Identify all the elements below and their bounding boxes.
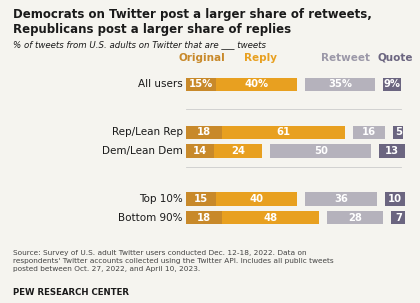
Text: Reply: Reply [244,53,278,63]
Text: 28: 28 [348,213,362,223]
Text: Republicans post a larger share of replies: Republicans post a larger share of repli… [13,23,291,36]
Text: 10: 10 [388,194,402,204]
Text: 48: 48 [263,213,278,223]
Bar [327,211,383,224]
Bar [214,144,262,158]
Text: 18: 18 [197,213,211,223]
Bar [186,144,214,158]
Text: Rep/Lean Rep: Rep/Lean Rep [112,127,183,137]
Text: Source: Survey of U.S. adult Twitter users conducted Dec. 12-18, 2022. Data on
r: Source: Survey of U.S. adult Twitter use… [13,250,333,272]
Text: Original: Original [178,53,225,63]
Bar [216,192,297,205]
Text: 40: 40 [249,194,263,204]
Text: 14: 14 [193,146,207,156]
Text: 24: 24 [231,146,245,156]
Text: 36: 36 [334,194,348,204]
Text: 15: 15 [194,194,208,204]
Text: All users: All users [138,79,183,89]
Text: 13: 13 [385,146,399,156]
Bar [270,144,371,158]
Text: Dem/Lean Dem: Dem/Lean Dem [102,146,183,156]
Bar [186,211,222,224]
Bar [186,192,216,205]
Bar [304,78,375,91]
Text: 7: 7 [395,213,402,223]
Bar [186,126,222,139]
Text: 61: 61 [276,127,291,137]
Bar [216,78,297,91]
Text: Bottom 90%: Bottom 90% [118,213,183,223]
Text: 40%: 40% [244,79,268,89]
Text: 16: 16 [362,127,376,137]
Bar [304,192,377,205]
Text: Quote: Quote [378,53,413,63]
Bar [186,78,216,91]
Text: Top 10%: Top 10% [139,194,183,204]
Bar [391,211,405,224]
Text: 35%: 35% [328,79,352,89]
Text: PEW RESEARCH CENTER: PEW RESEARCH CENTER [13,288,129,298]
Text: Democrats on Twitter post a larger share of retweets,: Democrats on Twitter post a larger share… [13,8,371,21]
Bar [383,78,402,91]
Bar [393,126,403,139]
Text: 50: 50 [314,146,328,156]
Text: 5: 5 [395,127,402,137]
Text: 18: 18 [197,127,211,137]
Bar [379,144,405,158]
Bar [222,126,345,139]
Text: % of tweets from U.S. adults on Twitter that are ___ tweets: % of tweets from U.S. adults on Twitter … [13,40,265,49]
Text: 9%: 9% [384,79,401,89]
Bar [385,192,405,205]
Text: 15%: 15% [189,79,213,89]
Bar [353,126,385,139]
Bar [222,211,319,224]
Text: Retweet: Retweet [320,53,370,63]
